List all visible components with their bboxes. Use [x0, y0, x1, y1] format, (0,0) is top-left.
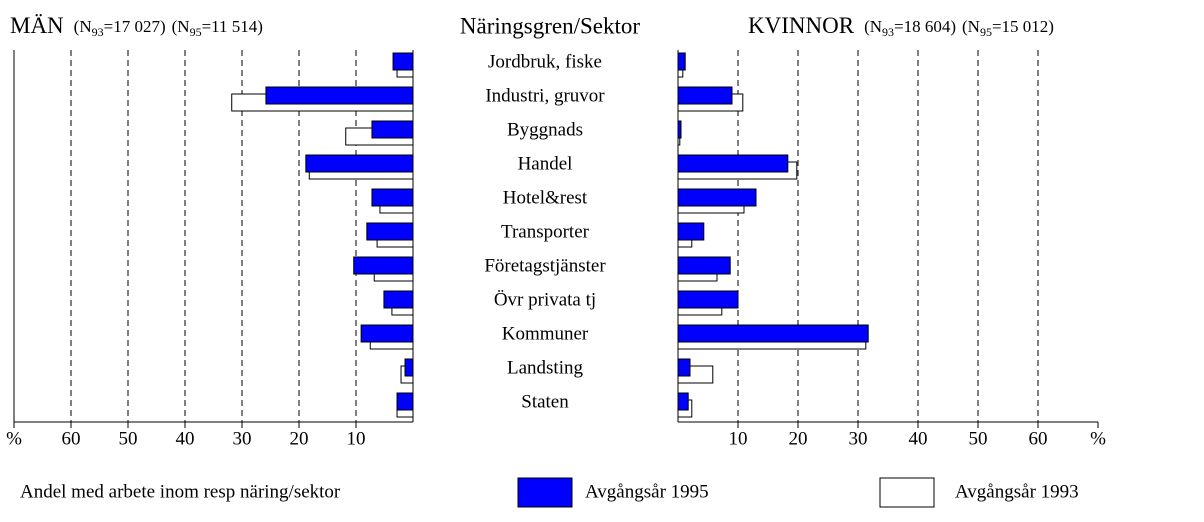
n-note: (N [74, 17, 92, 36]
n-note-sub: 93 [882, 25, 894, 39]
bar [265, 86, 414, 105]
category-label: Övr privata tj [494, 289, 596, 310]
bar [677, 324, 869, 343]
x-tick-label: 40 [176, 428, 195, 449]
bar [677, 392, 689, 411]
x-tick-label: 10 [729, 428, 748, 449]
n-note: =11 514) [202, 17, 263, 36]
n-note: (N [962, 17, 980, 36]
x-tick-label: 40 [909, 428, 928, 449]
bar [366, 222, 414, 241]
category-label: Industri, gruvor [485, 85, 605, 106]
bar [404, 358, 414, 377]
category-label: Jordbruk, fiske [488, 51, 602, 72]
bar [677, 256, 731, 275]
bar [371, 120, 414, 139]
bar [392, 52, 414, 71]
x-tick-label: % [6, 428, 22, 449]
bar [396, 392, 414, 411]
bar [305, 154, 414, 173]
bar [677, 222, 705, 241]
category-label: Transporter [501, 221, 590, 242]
legend-label: Avgångsår 1995 [585, 481, 709, 502]
n-note: =18 604) [894, 17, 956, 36]
bar [353, 256, 414, 275]
title-main: MÄN [10, 13, 64, 38]
x-tick-label: 20 [789, 428, 808, 449]
x-tick-label: 50 [119, 428, 138, 449]
title-main: KVINNOR [748, 13, 855, 38]
category-label: Hotel&rest [503, 187, 588, 208]
panel-title: MÄN (N93=17 027) (N95=11 514) [10, 13, 263, 38]
legend-label: Avgångsår 1993 [955, 481, 1079, 502]
n-note: (N [864, 17, 882, 36]
x-tick-label: 60 [1029, 428, 1048, 449]
category-label: Staten [521, 391, 569, 412]
bar [383, 290, 414, 309]
category-label: Landsting [507, 357, 583, 378]
bar [677, 120, 682, 139]
bar [677, 188, 757, 207]
category-label: Kommuner [502, 323, 589, 344]
bar [677, 86, 733, 105]
category-label: Handel [518, 153, 573, 174]
n-note: =15 012) [992, 17, 1054, 36]
bar [371, 188, 414, 207]
category-label: Företagstjänster [484, 255, 606, 276]
x-tick-label: % [1090, 428, 1106, 449]
bar [677, 290, 739, 309]
bar [677, 154, 789, 173]
legend-swatch [517, 477, 573, 508]
category-label: Byggnads [507, 119, 583, 140]
legend-title: Andel med arbete inom resp näring/sektor [20, 481, 341, 502]
n-note: (N [172, 17, 190, 36]
n-note-sub: 95 [980, 25, 992, 39]
x-tick-label: 30 [849, 428, 868, 449]
bar [677, 52, 686, 71]
x-tick-label: 60 [62, 428, 81, 449]
legend-swatch [879, 477, 935, 508]
bar [360, 324, 414, 343]
x-tick-label: 30 [233, 428, 252, 449]
category-axis-title: Näringsgren/Sektor [460, 13, 640, 38]
panel-title: KVINNOR (N93=18 604) (N95=15 012) [748, 13, 1054, 38]
x-tick-label: 50 [969, 428, 988, 449]
bar [677, 358, 691, 377]
n-note: =17 027) [104, 17, 166, 36]
x-tick-label: 20 [290, 428, 309, 449]
n-note-sub: 95 [190, 25, 202, 39]
n-note-sub: 93 [92, 25, 104, 39]
x-tick-label: 10 [347, 428, 366, 449]
